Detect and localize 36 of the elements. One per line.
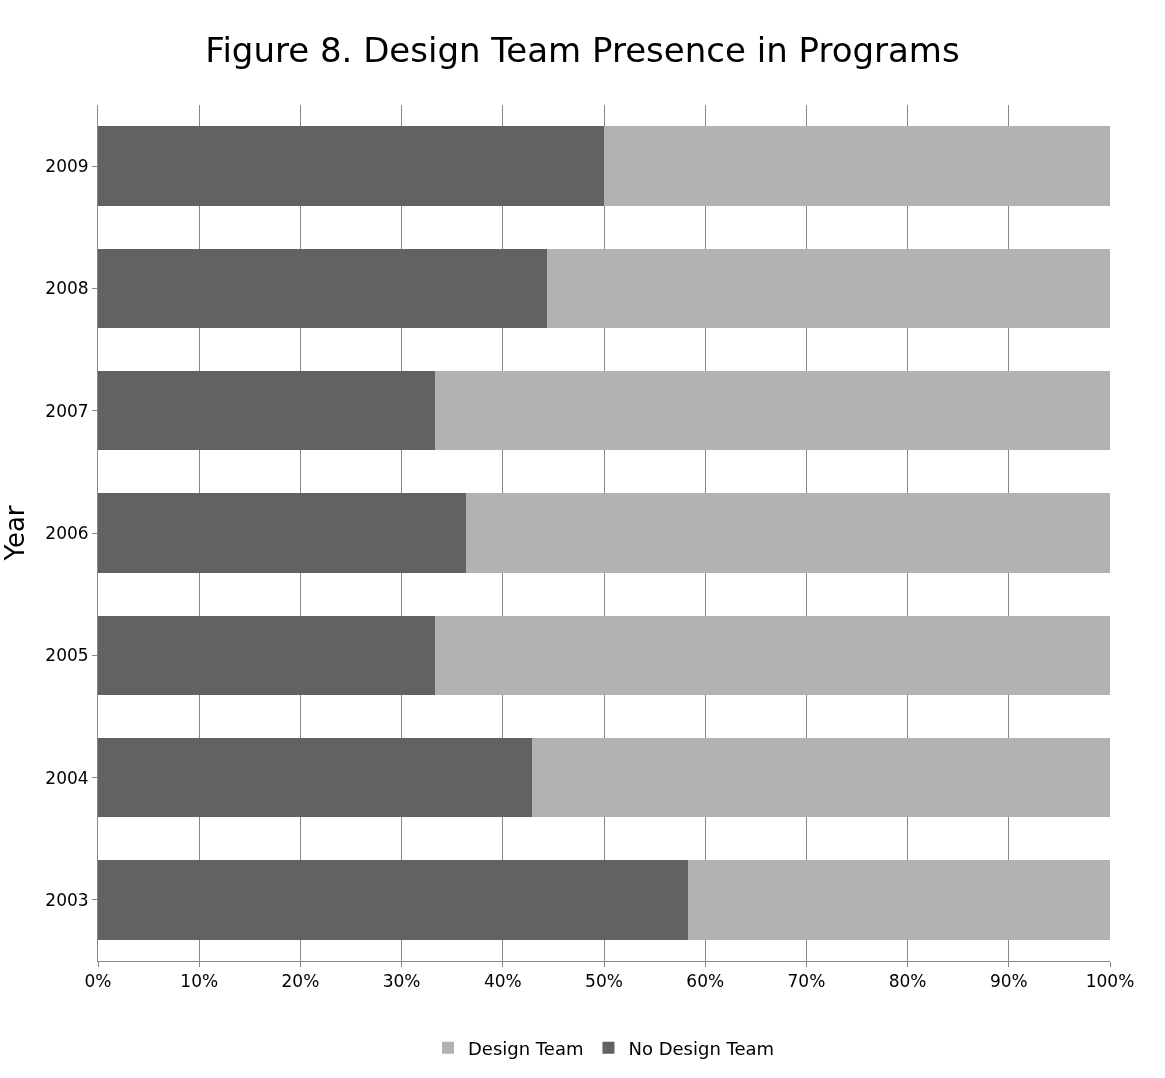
chart-title: Figure 8. Design Team Presence in Programs [205, 29, 960, 70]
y-axis-title: Year [0, 505, 30, 562]
x-tick-label: 70% [787, 971, 826, 992]
y-tick-label: 2005 [45, 645, 89, 666]
y-tick-label: 2009 [45, 156, 89, 177]
bar [98, 370, 435, 451]
x-tick-label: 90% [989, 971, 1028, 992]
bar [688, 860, 1110, 940]
bar [98, 615, 435, 696]
bar [547, 248, 1110, 329]
bar [435, 370, 1110, 451]
bar [98, 737, 533, 818]
x-tick-label: 50% [585, 971, 623, 992]
x-tick-label: 10% [180, 971, 219, 992]
bar [98, 860, 688, 940]
legend-label: No Design Team [628, 1037, 775, 1059]
x-tick-label: 30% [382, 971, 421, 992]
x-tick-label: 80% [888, 971, 927, 992]
x-tick-label: 40% [483, 971, 522, 992]
bar [466, 493, 1110, 573]
bar [435, 615, 1110, 696]
y-tick-label: 2007 [45, 400, 89, 421]
y-tick-label: 2004 [45, 767, 89, 788]
bar [532, 737, 1110, 818]
y-tick-label: 2008 [45, 278, 89, 299]
legend-label: Design Team [468, 1037, 584, 1059]
x-tick-label: 60% [686, 971, 725, 992]
y-tick-label: 2006 [45, 522, 89, 543]
bar [98, 493, 467, 573]
y-tick-label: 2003 [45, 889, 89, 910]
bar [604, 126, 1110, 206]
bar [98, 126, 604, 206]
x-tick-label: 0% [84, 971, 112, 992]
x-tick-label: 100% [1085, 971, 1135, 992]
x-tick-label: 20% [281, 971, 320, 992]
bar [98, 248, 548, 329]
